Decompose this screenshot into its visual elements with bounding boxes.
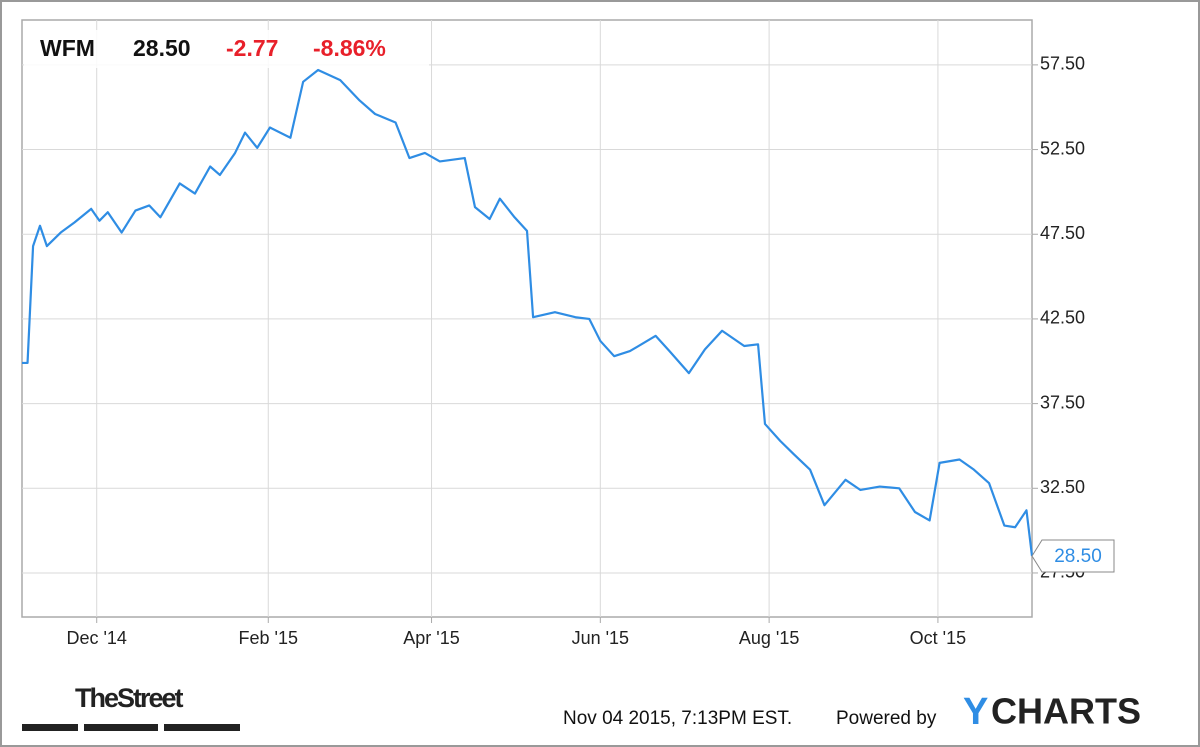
logo-bar — [164, 724, 240, 731]
y-tick-label: 57.50 — [1040, 54, 1085, 74]
series-layer: 28.50 — [22, 68, 1115, 573]
x-tick-label: Dec '14 — [66, 628, 126, 648]
y-tick-label: 32.50 — [1040, 477, 1085, 497]
logo-bar — [84, 724, 158, 731]
x-tick-label: Jun '15 — [572, 628, 629, 648]
price-line — [22, 68, 1034, 557]
logo-bar — [22, 724, 78, 731]
x-tick-label: Aug '15 — [739, 628, 800, 648]
timestamp: Nov 04 2015, 7:13PM EST. — [563, 708, 792, 729]
x-tick-label: Feb '15 — [239, 628, 298, 648]
price: 28.50 — [133, 35, 191, 61]
y-tick-label: 42.50 — [1040, 308, 1085, 328]
powered-by: Powered by — [836, 708, 937, 729]
last-price-tag: 28.50 — [1031, 539, 1115, 573]
brand-rest: CHARTS — [991, 691, 1141, 732]
source-logo: TheStreet — [75, 683, 184, 713]
last-price-label: 28.50 — [1054, 546, 1102, 567]
change: -2.77 — [226, 35, 278, 61]
x-tick-label: Oct '15 — [910, 628, 966, 648]
symbol: WFM — [40, 35, 95, 61]
y-tick-label: 47.50 — [1040, 223, 1085, 243]
y-tick-label: 52.50 — [1040, 138, 1085, 158]
last-price-box — [1031, 539, 1115, 573]
y-tick-label: 37.50 — [1040, 392, 1085, 412]
header-bg — [24, 30, 429, 68]
change-pct: -8.86% — [313, 35, 386, 61]
brand-y: Y — [963, 691, 988, 733]
x-tick-label: Apr '15 — [403, 628, 459, 648]
